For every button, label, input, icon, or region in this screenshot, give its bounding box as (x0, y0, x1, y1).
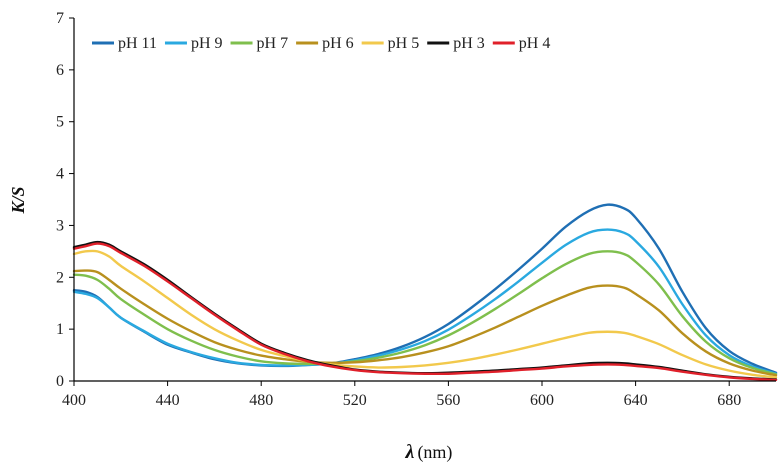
series-line-ph-5 (72, 249, 778, 379)
x-tick-label: 400 (62, 392, 86, 409)
y-tick-label: 2 (56, 269, 64, 286)
x-tick-label: 480 (249, 392, 273, 409)
legend-label: pH 3 (453, 35, 485, 52)
legend-label: pH 6 (322, 35, 354, 52)
series-line-ph-9 (72, 228, 778, 375)
legend-item-ph-6: pH 6 (296, 35, 354, 52)
series-line-ph-6 (72, 269, 778, 377)
x-axis-title: λ (nm) (405, 441, 453, 463)
x-tick-label: 520 (343, 392, 367, 409)
x-tick-label: 440 (156, 392, 180, 409)
legend-item-ph-5: pH 5 (361, 35, 420, 52)
legend-label: pH 5 (388, 35, 420, 52)
series-line-ph-3 (72, 240, 778, 381)
legend-item-ph-11: pH 11 (92, 35, 157, 52)
series-line-ph-7 (72, 250, 778, 376)
legend-item-ph-9: pH 9 (164, 35, 223, 52)
legend-item-ph-3: pH 3 (427, 35, 485, 52)
x-tick-label: 640 (624, 392, 648, 409)
y-tick-label: 1 (56, 321, 64, 338)
x-tick-label: 600 (530, 392, 554, 409)
y-tick-label: 7 (56, 10, 64, 27)
legend-label: pH 7 (257, 35, 289, 52)
legend-item-ph-7: pH 7 (230, 35, 289, 52)
x-axis-title-symbol: λ (405, 441, 415, 463)
legend-label: pH 11 (118, 35, 157, 52)
y-tick-label: 4 (56, 166, 64, 183)
x-ticks: 400 440 480 520 560 600 640 680 (62, 381, 741, 409)
y-axis-title: K/S (8, 186, 28, 214)
series-layer (72, 203, 778, 382)
y-tick-label: 0 (56, 373, 64, 390)
x-tick-label: 680 (717, 392, 741, 409)
axes-layer (73, 18, 776, 382)
y-tick-label: 6 (56, 62, 64, 79)
legend-label: pH 9 (191, 35, 223, 52)
legend: pH 11 pH 9 pH 7 pH 6 pH 5 pH 3 pH 4 (92, 35, 550, 52)
legend-item-ph-4: pH 4 (492, 35, 551, 52)
x-tick-label: 560 (436, 392, 460, 409)
x-axis-title-unit: (nm) (417, 442, 452, 463)
y-tick-label: 3 (56, 217, 64, 234)
series-line-ph-4 (72, 242, 778, 382)
legend-label: pH 4 (519, 35, 551, 52)
y-tick-label: 5 (56, 114, 64, 131)
y-ticks: 0 1 2 3 4 5 6 7 (56, 10, 74, 390)
